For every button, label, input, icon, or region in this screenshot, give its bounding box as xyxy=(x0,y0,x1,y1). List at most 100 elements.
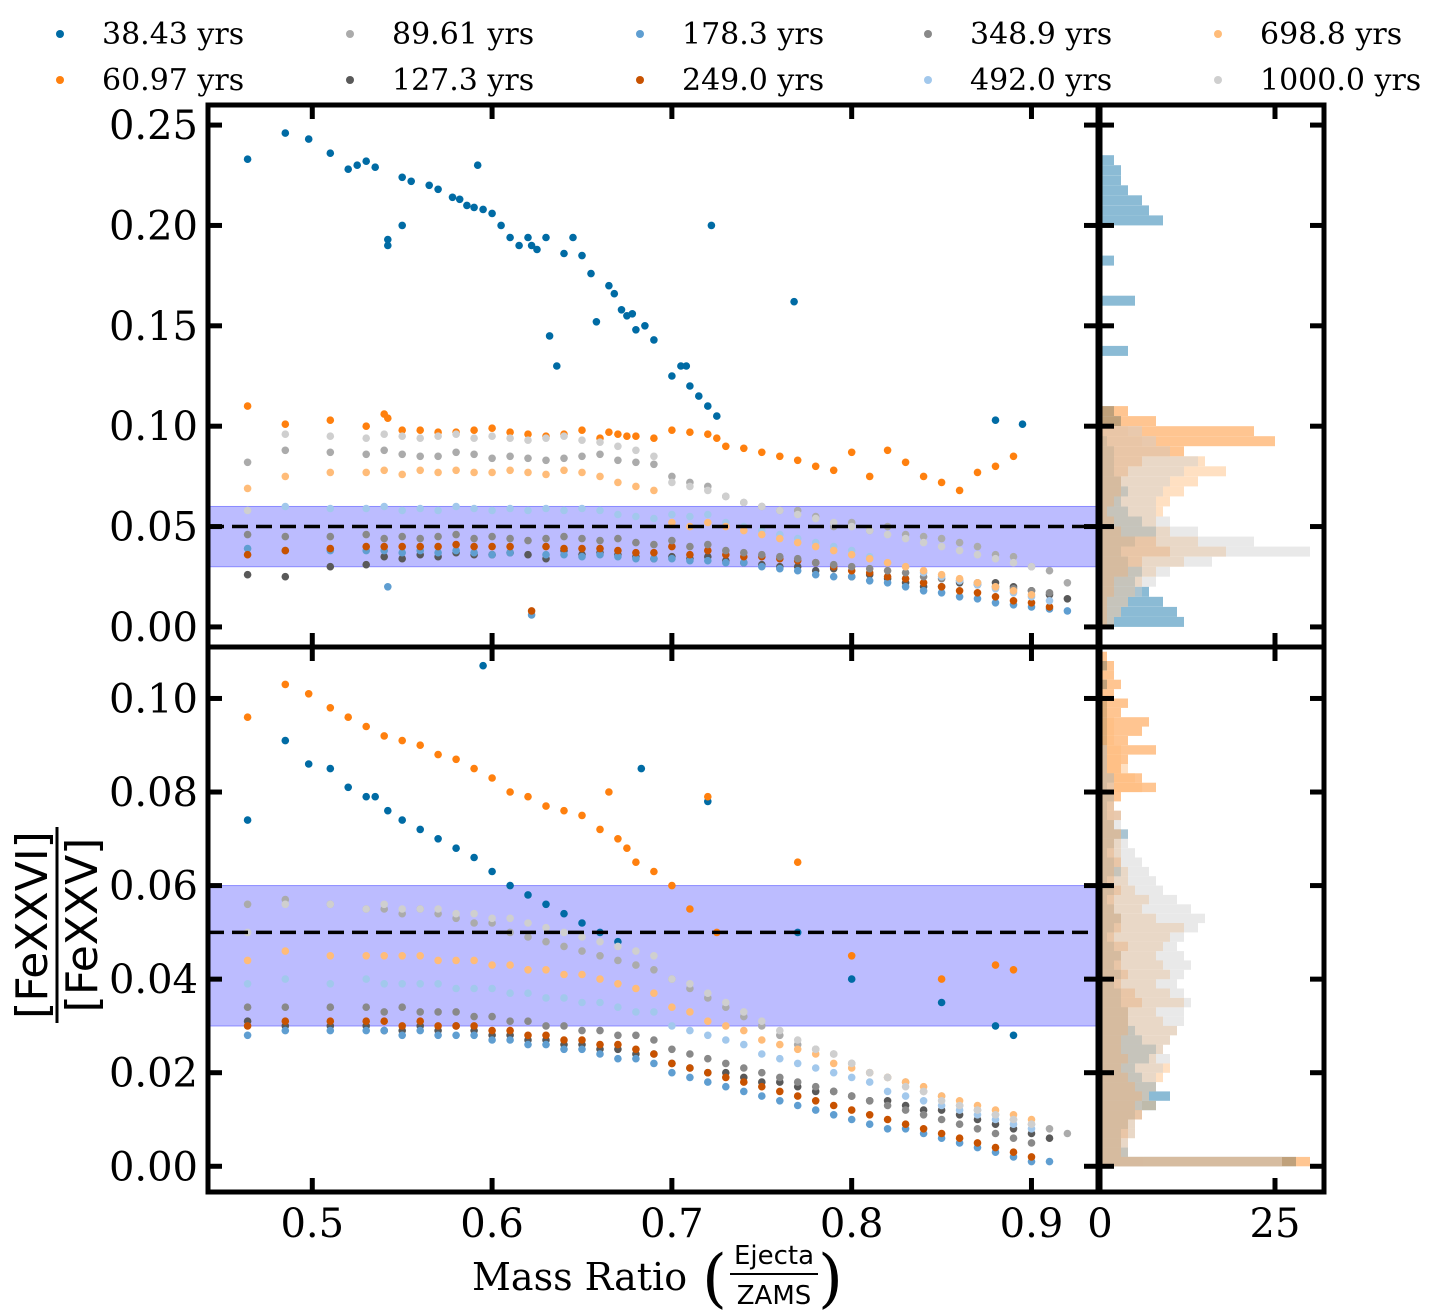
hist-bar xyxy=(1100,679,1121,690)
data-point xyxy=(470,426,478,435)
data-point xyxy=(326,1026,335,1035)
data-point xyxy=(740,1008,748,1016)
legend-label: 178.3 yrs xyxy=(682,17,824,52)
hist-bar xyxy=(1100,838,1114,849)
hist-bar xyxy=(1100,745,1107,755)
y-tick-label: 0.10 xyxy=(109,404,198,450)
data-point xyxy=(632,961,640,969)
data-point xyxy=(243,550,252,559)
data-point xyxy=(883,566,892,575)
data-point xyxy=(937,1115,946,1124)
data-point xyxy=(326,704,335,712)
data-point xyxy=(632,1054,640,1063)
data-point xyxy=(883,558,892,567)
data-point xyxy=(883,1087,892,1096)
data-point xyxy=(973,1139,982,1147)
data-point xyxy=(1063,579,1072,587)
data-point xyxy=(578,544,586,553)
data-point xyxy=(614,442,622,451)
data-point xyxy=(560,1036,568,1044)
data-point xyxy=(243,900,252,909)
data-point xyxy=(515,241,523,250)
data-point xyxy=(344,783,353,792)
hist-bar xyxy=(1100,735,1128,746)
data-point xyxy=(398,1003,407,1011)
data-point xyxy=(740,526,748,535)
hist-bar xyxy=(1100,932,1170,942)
data-point xyxy=(398,532,407,541)
data-point xyxy=(243,544,252,553)
data-point xyxy=(704,1078,712,1086)
data-point xyxy=(758,1017,766,1025)
data-point xyxy=(452,540,460,549)
hist-bar xyxy=(1100,556,1212,567)
data-point xyxy=(704,792,712,801)
data-point xyxy=(919,566,928,575)
data-point xyxy=(470,764,478,773)
x-tick-label: 0.9 xyxy=(1000,1201,1064,1247)
hist-bar xyxy=(1100,1091,1149,1101)
hist-bar xyxy=(1100,586,1149,597)
data-point xyxy=(281,532,290,541)
y-tick-label: 0.04 xyxy=(109,957,198,1003)
data-point xyxy=(793,1078,802,1086)
data-point xyxy=(398,542,407,551)
data-point xyxy=(398,470,407,479)
data-point xyxy=(865,1068,874,1077)
hist-bar xyxy=(1100,1119,1135,1129)
hist-bar xyxy=(1100,576,1156,587)
data-point xyxy=(991,961,1000,969)
data-point xyxy=(991,462,1000,471)
bottom-hist-frame xyxy=(1097,644,1327,1195)
data-point xyxy=(326,432,335,441)
data-point xyxy=(937,1097,946,1105)
data-point xyxy=(452,502,460,511)
data-point xyxy=(452,956,460,965)
data-point xyxy=(470,468,478,477)
data-point xyxy=(380,1026,389,1035)
hist-bar xyxy=(1100,1025,1135,1036)
data-point xyxy=(1027,591,1036,599)
data-point xyxy=(811,514,820,523)
data-point xyxy=(973,595,982,603)
hist-bar xyxy=(1100,679,1107,690)
data-point xyxy=(973,468,982,477)
data-point xyxy=(686,512,694,521)
hist-bar xyxy=(1100,345,1128,356)
hist-bar xyxy=(1100,1007,1156,1017)
data-point xyxy=(614,534,622,543)
hist-bar xyxy=(1100,486,1128,497)
data-point xyxy=(362,722,371,731)
hist-bar xyxy=(1100,969,1170,980)
data-point xyxy=(686,556,694,565)
hist-bar xyxy=(1100,155,1114,166)
hist-bar xyxy=(1100,801,1107,811)
data-point xyxy=(829,1068,838,1077)
legend-marker xyxy=(56,30,64,38)
data-point xyxy=(398,221,407,230)
legend-label: 60.97 yrs xyxy=(102,63,244,98)
data-point xyxy=(740,1078,748,1086)
data-point xyxy=(326,1003,335,1011)
data-point xyxy=(650,1050,658,1058)
hist-bar xyxy=(1100,506,1163,517)
y-tick-label: 0.08 xyxy=(109,770,198,816)
data-point xyxy=(811,1064,820,1072)
data-point xyxy=(463,201,471,210)
data-point xyxy=(758,1068,766,1077)
data-point xyxy=(1027,599,1036,607)
data-point xyxy=(506,788,514,796)
hist-bar xyxy=(1100,175,1121,186)
data-point xyxy=(614,1054,622,1063)
data-point xyxy=(668,1022,676,1030)
data-point xyxy=(704,518,712,527)
hist-bar xyxy=(1100,576,1114,587)
hist-bar xyxy=(1100,566,1156,577)
hist-bar xyxy=(1100,536,1135,547)
data-point xyxy=(614,835,622,843)
data-point xyxy=(362,1017,371,1025)
data-point xyxy=(776,452,784,461)
data-point xyxy=(304,690,313,698)
data-point xyxy=(793,1045,802,1054)
data-point xyxy=(686,542,694,551)
